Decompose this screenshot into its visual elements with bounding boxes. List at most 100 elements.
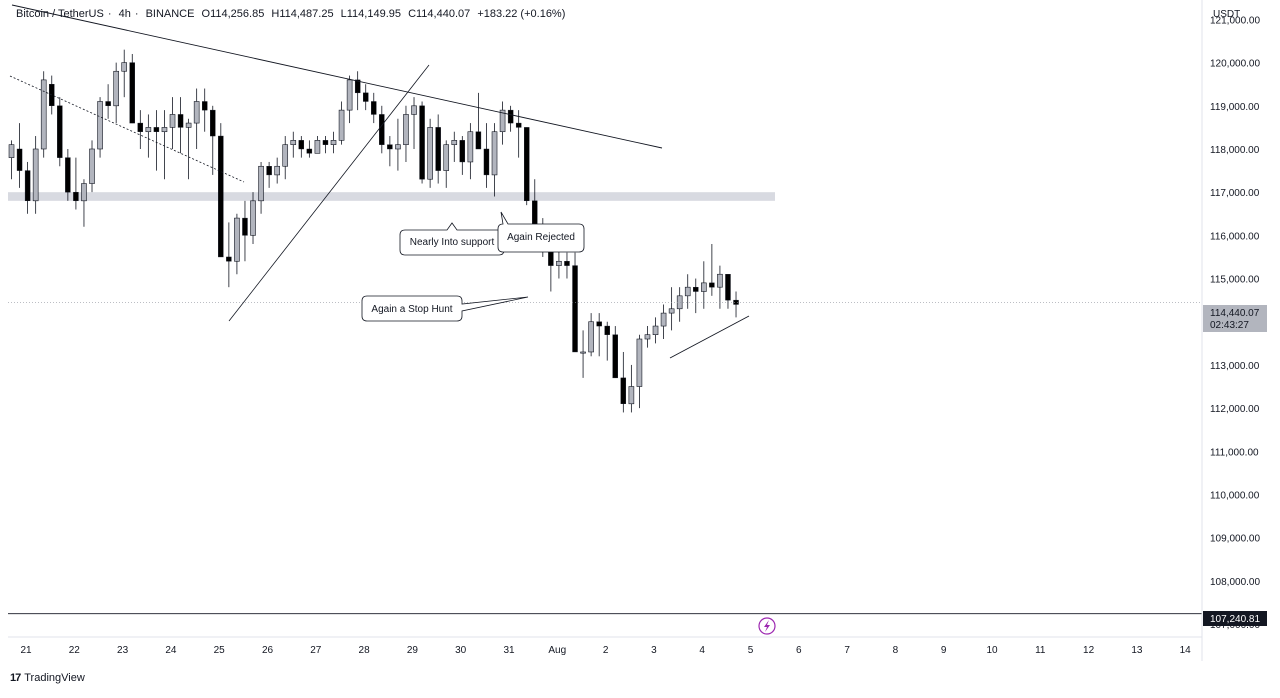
interval[interactable]: 4h [118, 8, 131, 20]
x-tick-label: 24 [165, 645, 177, 656]
candle [684, 274, 691, 309]
candle [322, 136, 329, 154]
candle [371, 92, 377, 124]
x-tick-label: 21 [20, 645, 32, 656]
lower-line-label: 107,240.81 [1210, 614, 1260, 625]
candle-body-down [387, 144, 393, 150]
candle [693, 278, 699, 314]
candle-body-up [346, 79, 353, 111]
current-price-label: 114,440.07 [1210, 308, 1260, 319]
candle [258, 161, 264, 214]
y-tick-label: 120,000.00 [1210, 59, 1260, 70]
candle-body-up [145, 127, 152, 133]
candle-body-up [169, 114, 176, 128]
candle-body-up [644, 334, 651, 340]
candle [346, 75, 353, 124]
y-tick-label: 119,000.00 [1210, 102, 1260, 113]
ohlc-low: L114,149.95 [340, 8, 401, 20]
candle-body-down [379, 114, 385, 145]
candle [218, 123, 224, 258]
ohlc-change: +183.22 (+0.16%) [477, 8, 566, 20]
candle [24, 161, 31, 214]
candle-body-down [177, 114, 184, 128]
ascending-trendline [228, 64, 430, 322]
candle-body-up [81, 183, 87, 202]
candle [282, 136, 289, 180]
exchange: BINANCE [145, 8, 195, 20]
candle-body-up [314, 140, 321, 154]
candle-body-up [660, 312, 667, 327]
x-tick-label: 31 [503, 645, 515, 656]
candle [105, 84, 111, 119]
y-tick-label: 118,000.00 [1210, 145, 1260, 156]
candle-body-up [717, 273, 723, 288]
candle-body-down [16, 148, 23, 171]
candle-body-down [564, 261, 570, 266]
current-price-tag: 114,440.07 02:43:27 [1203, 305, 1267, 332]
candle-body-up [32, 148, 39, 202]
candle [32, 136, 39, 214]
descending-trendline [11, 4, 663, 149]
candle-body-up [701, 282, 707, 292]
candle [564, 252, 570, 279]
candle [226, 222, 232, 288]
candle [387, 136, 393, 167]
candle [652, 317, 659, 344]
y-tick-label: 109,000.00 [1210, 534, 1260, 545]
candle [580, 330, 586, 378]
dotted-trendline [9, 75, 245, 183]
candle [330, 131, 337, 154]
candle-body-up [668, 308, 675, 314]
callout-again-a-stop-hunt: Again a Stop Hunt [361, 295, 529, 322]
candle [81, 179, 87, 227]
candle-body-down [65, 157, 71, 193]
currency-label[interactable]: USDT [1213, 9, 1241, 20]
candle [97, 97, 103, 158]
lightning-icon[interactable] [758, 617, 776, 635]
candle-body-down [475, 131, 482, 150]
candle [145, 114, 152, 158]
candle [443, 140, 450, 188]
candle-body-down [709, 282, 715, 288]
candle [363, 84, 369, 111]
support-zone [8, 192, 775, 201]
candle [475, 92, 482, 150]
candle-body-up [580, 351, 586, 354]
candle-body-down [459, 140, 466, 163]
candle-body-down [218, 135, 224, 258]
candle [483, 123, 490, 188]
candle [572, 252, 578, 353]
candle [515, 110, 522, 158]
candle-body-down [266, 166, 272, 176]
candle [411, 97, 417, 149]
candle-body-down [153, 127, 160, 132]
candle-body-down [620, 377, 627, 404]
candle [89, 140, 95, 193]
candle-body-up [113, 70, 119, 107]
candle [153, 110, 160, 171]
time-axis[interactable]: 21 22 23 24 25 26 27 28 29 30 31 Aug 2 3 4 5 6 7 8 9 10 11 12 1… [20, 645, 1191, 656]
countdown-label: 02:43:27 [1210, 320, 1249, 331]
candle-body-up [161, 127, 168, 133]
candle-body-down [306, 148, 313, 154]
symbol-name[interactable]: Bitcoin / TetherUS [16, 8, 104, 20]
candle [644, 326, 651, 348]
callout-again-rejected: Again Rejected [497, 211, 585, 253]
ohlc-high: H114,487.25 [271, 8, 334, 20]
candle-body-up [403, 114, 409, 145]
candle [395, 118, 401, 171]
candle [467, 123, 474, 180]
candle-body-up [652, 325, 659, 335]
candle [604, 321, 610, 361]
x-tick-label: 14 [1180, 645, 1192, 656]
x-tick-label: 2 [603, 645, 609, 656]
candle-body-up [40, 79, 47, 150]
candle [709, 244, 715, 296]
candle-body-up [234, 217, 240, 262]
candle [588, 313, 594, 357]
candle [161, 110, 168, 180]
candle-body-up [676, 295, 683, 310]
x-tick-label: 29 [407, 645, 419, 656]
